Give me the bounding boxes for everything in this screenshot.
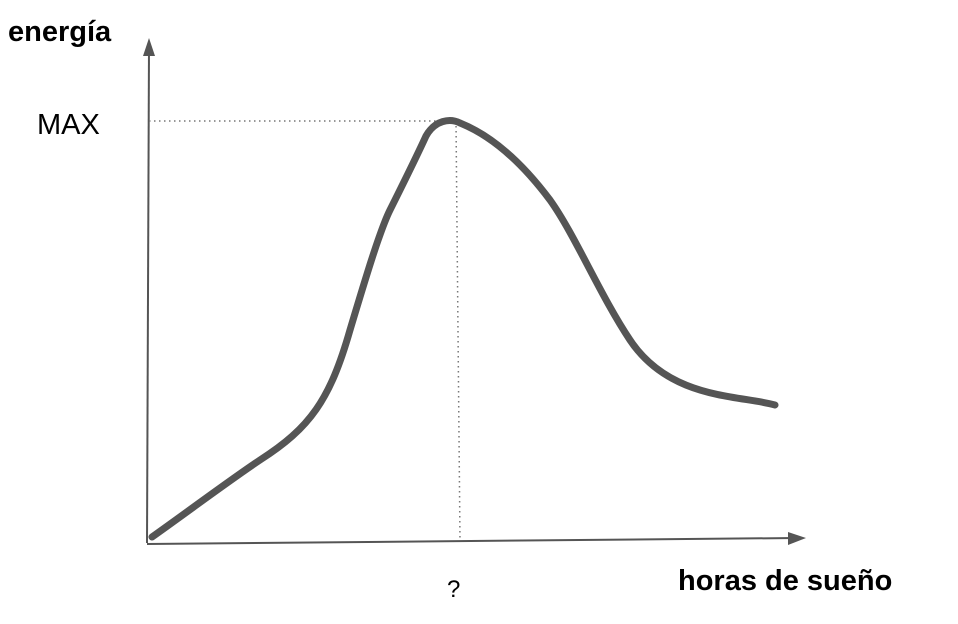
peak-guide-line (455, 120, 461, 542)
x-axis (146, 537, 797, 545)
energy-curve (148, 117, 779, 541)
y-axis-label: energía (8, 16, 112, 48)
y-tick-label-max: MAX (37, 109, 100, 141)
y-axis (146, 45, 150, 544)
y-axis-arrowhead (143, 38, 155, 56)
x-axis-arrowhead (788, 532, 806, 545)
x-axis-label: horas de sueño (678, 565, 892, 597)
x-tick-label-peak: ? (447, 576, 460, 603)
